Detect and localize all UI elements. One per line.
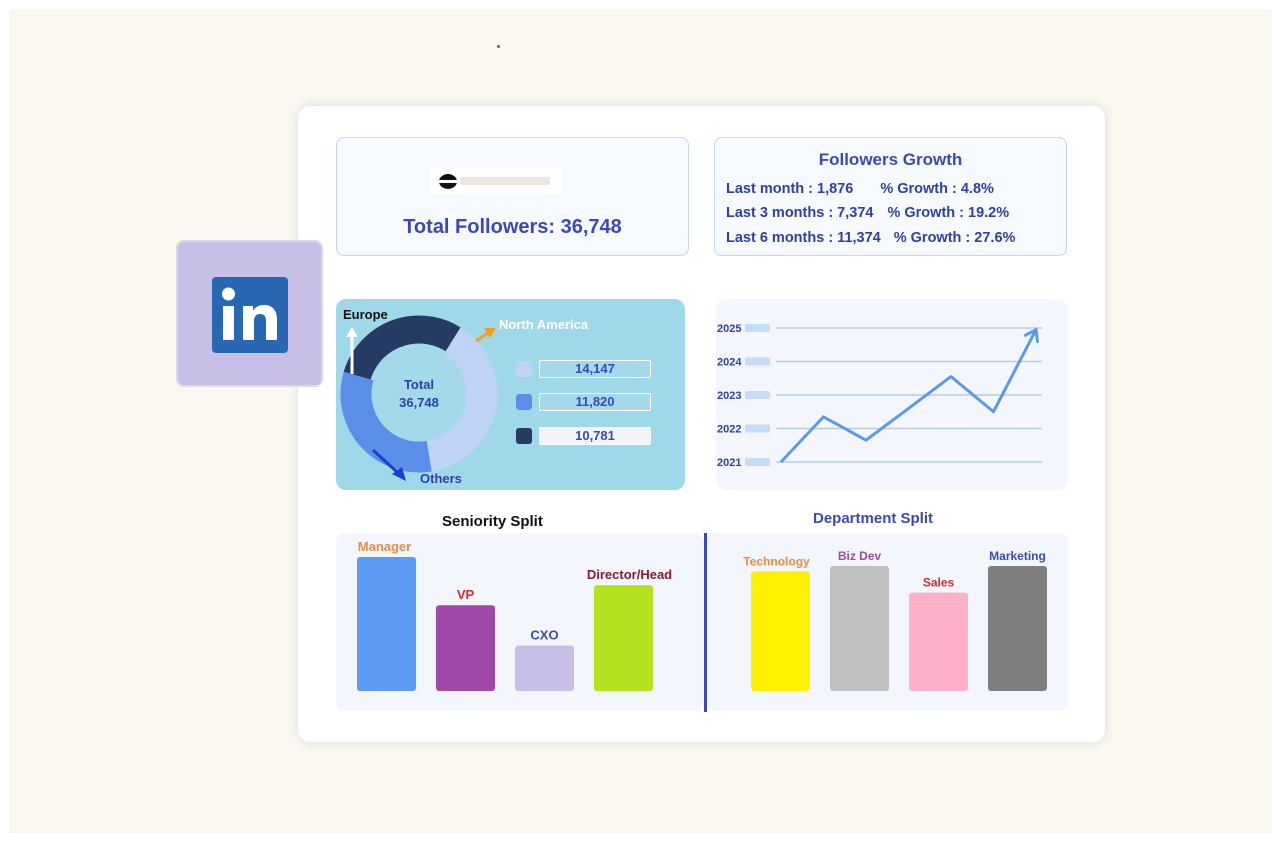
- bar-label: Technology: [743, 554, 810, 568]
- legend-value: 10,781: [539, 427, 651, 445]
- legend-value: 11,820: [539, 393, 651, 411]
- y-tick-label: 2025: [717, 323, 741, 335]
- department-bar-chart: Technology Biz Dev Sales Marketing: [743, 549, 1047, 691]
- growth-percent: % Growth : 4.8%: [880, 181, 994, 197]
- north-america-arrow-icon: [475, 331, 489, 343]
- seniority-title: Seniority Split: [442, 513, 543, 530]
- donut-slice: [340, 315, 498, 473]
- bar: [909, 592, 968, 691]
- donut-hole: [368, 343, 470, 445]
- linkedin-icon: [212, 277, 288, 353]
- bar-label: VP: [457, 587, 475, 602]
- donut-slice: [340, 315, 498, 473]
- department-title: Department Split: [813, 510, 934, 527]
- trend-line-panel: 2021 2022 2023 2024 2025: [716, 299, 1068, 490]
- europe-arrowhead-icon: [346, 327, 358, 337]
- donut-center-label: Total: [404, 377, 434, 392]
- tick-bar: [745, 357, 770, 366]
- region-label: North America: [499, 317, 589, 332]
- others-arrow-icon: [371, 448, 400, 475]
- region-label: Europe: [343, 307, 388, 322]
- y-tick-label: 2024: [717, 357, 742, 369]
- trend-line: [779, 328, 1038, 464]
- growth-row: Last 3 months : 7,374 % Growth : 19.2%: [726, 205, 1009, 221]
- legend-swatch: [516, 428, 532, 444]
- total-followers-box: Total Followers: 36,748: [336, 137, 689, 256]
- legend-swatch: [516, 361, 532, 377]
- logo-wordmark: [460, 177, 550, 185]
- bar-label: Manager: [358, 539, 411, 554]
- growth-period: Last 3 months : 7,374: [726, 205, 874, 221]
- bar: [988, 566, 1047, 691]
- bar-label: Biz Dev: [838, 549, 882, 563]
- growth-title: Followers Growth: [818, 150, 963, 169]
- bar-label: Marketing: [989, 549, 1046, 563]
- growth-period: Last month : 1,876: [726, 181, 854, 197]
- bar: [436, 605, 495, 691]
- y-tick-label: 2021: [717, 457, 741, 469]
- seniority-split-panel: Manager VP CXO Director/Head: [336, 533, 703, 711]
- bar: [515, 645, 574, 691]
- growth-percent: % Growth : 19.2%: [887, 205, 1010, 221]
- red-dot-marker: [497, 45, 500, 48]
- linkedin-tile: [176, 240, 323, 387]
- region-donut-panel: Europe North America Others Total 36,748…: [336, 299, 685, 490]
- donut-center-value: 36,748: [399, 395, 439, 410]
- tick-bar: [745, 458, 770, 466]
- department-split-panel: Technology Biz Dev Sales Marketing: [707, 533, 1068, 711]
- bar-label: CXO: [530, 627, 558, 642]
- bar: [751, 571, 810, 691]
- company-logo: [430, 168, 562, 194]
- split-divider: [704, 533, 707, 712]
- growth-row: Last month : 1,876 % Growth : 4.8%: [726, 181, 994, 197]
- tick-bar: [745, 391, 770, 399]
- growth-percent: % Growth : 27.6%: [893, 230, 1016, 246]
- y-tick-label: 2023: [717, 390, 741, 402]
- legend-swatch: [516, 394, 532, 410]
- y-tick-label: 2022: [717, 424, 741, 436]
- tick-bar: [745, 324, 770, 332]
- others-arrowhead-icon: [392, 467, 406, 481]
- region-donut-chart: Europe North America Others Total 36,748: [340, 307, 589, 486]
- seniority-bar-chart: Manager VP CXO Director/Head: [357, 539, 672, 691]
- region-label: Others: [420, 471, 462, 486]
- followers-growth-box: Followers Growth Last month : 1,876 % Gro…: [714, 137, 1067, 256]
- bar-label: Director/Head: [587, 567, 672, 582]
- north-america-arrowhead-icon: [484, 328, 496, 338]
- total-followers-text: Total Followers: 36,748: [403, 216, 622, 238]
- growth-period: Last 6 months : 11,374: [726, 230, 881, 246]
- trend-line-chart: 2021 2022 2023 2024 2025: [717, 323, 1042, 469]
- logo-mark-icon: [439, 174, 457, 189]
- bar-label: Sales: [923, 576, 955, 590]
- bar: [357, 557, 416, 691]
- bar: [594, 585, 653, 691]
- tick-bar: [745, 424, 770, 433]
- growth-row: Last 6 months : 11,374 % Growth : 27.6%: [726, 230, 1015, 246]
- bar: [830, 566, 889, 691]
- legend-value: 14,147: [539, 360, 651, 378]
